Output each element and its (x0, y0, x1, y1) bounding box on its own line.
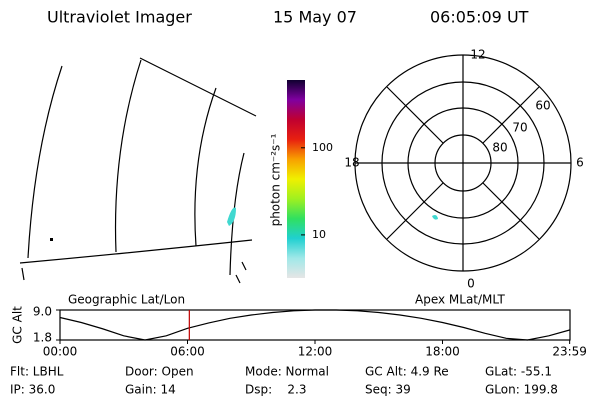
mlat-label: 60 (535, 99, 550, 113)
y-tick-label: 1.8 (33, 331, 52, 345)
panel-label: Apex MLat/MLT (415, 293, 505, 307)
date: 15 May 07 (273, 8, 357, 27)
mlat-label: 70 (512, 121, 527, 135)
colorbar (287, 80, 305, 278)
status-field: Seq: 39 (365, 383, 411, 397)
colorbar-tick-label: 100 (312, 141, 333, 154)
x-tick-label: 18:00 (425, 345, 460, 359)
status-field: IP: 36.0 (10, 383, 55, 397)
status-field: Flt: LBHL (10, 365, 64, 379)
instrument: Ultraviolet Imager (47, 8, 192, 27)
mlat-label: 80 (492, 141, 507, 155)
x-tick-label: 23:59 (552, 345, 587, 359)
status-field: Mode: Normal (245, 365, 329, 379)
x-tick-label: 12:00 (298, 345, 333, 359)
colorbar-tick-label: 10 (312, 228, 326, 241)
status-field: GLon: 199.8 (485, 383, 558, 397)
colorbar-label: photon cm⁻²s⁻¹ (269, 133, 283, 226)
time: 06:05:09 UT (430, 8, 529, 27)
status-field: GLat: -55.1 (485, 365, 552, 379)
status-field: Door: Open (125, 365, 194, 379)
status-field: GC Alt: 4.9 Re (365, 365, 449, 379)
altitude-curve (59, 309, 570, 341)
status-field: Gain: 14 (125, 383, 176, 397)
y-tick-label: 9.0 (33, 305, 52, 319)
mlt-label: 0 (467, 277, 475, 291)
mlt-label: 12 (470, 48, 485, 62)
panel-label: Geographic Lat/Lon (68, 293, 185, 307)
status-field: Dsp: 2.3 (245, 383, 307, 397)
y-axis-label: GC Alt (11, 306, 25, 344)
geo-map (19, 57, 257, 284)
polar-plot (354, 54, 572, 272)
mlt-label: 18 (344, 156, 359, 170)
mlt-label: 6 (576, 156, 584, 170)
x-tick-label: 06:00 (170, 345, 205, 359)
x-tick-label: 00:00 (43, 345, 78, 359)
